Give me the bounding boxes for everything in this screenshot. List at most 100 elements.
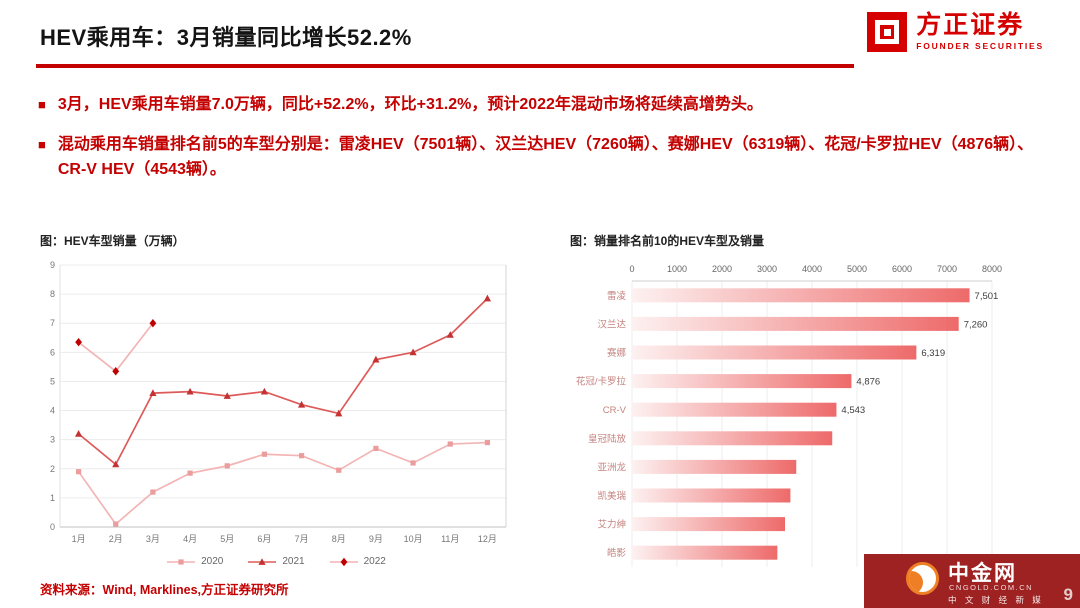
legend-label: 2022 — [363, 556, 386, 567]
bar — [632, 316, 959, 331]
marker-triangle — [297, 400, 306, 408]
watermark-tagline: 中 文 财 经 新 媒 — [948, 595, 1044, 605]
svg-text:1000: 1000 — [667, 264, 687, 274]
svg-text:1: 1 — [50, 493, 55, 503]
svg-text:2月: 2月 — [109, 534, 123, 544]
brand-name: 方正证券 — [916, 11, 1025, 39]
marker-square — [178, 558, 184, 565]
marker-square — [113, 521, 119, 527]
line-chart-title: 图：HEV车型销量（万辆） — [40, 234, 185, 248]
summary-bullets: ■ 3月，HEV乘用车销量7.0万辆，同比+52.2%，环比+31.2%，预计2… — [38, 92, 1046, 197]
svg-text:7: 7 — [50, 318, 55, 328]
bar — [632, 459, 797, 474]
svg-text:8: 8 — [50, 289, 55, 299]
svg-text:皇冠陆放: 皇冠陆放 — [588, 433, 627, 445]
line-chart-svg: 0 1 2 3 4 5 6 7 8 9 1月 2月 3月 4月 5月 6月 7月 8月 9月 10月 11月 12月 — [50, 260, 507, 544]
bullet-marker: ■ — [38, 137, 46, 152]
bar-value-label: 4,543 — [841, 405, 865, 416]
svg-text:雷凌: 雷凌 — [607, 290, 627, 302]
marker-triangle — [372, 355, 380, 363]
bar — [632, 288, 970, 303]
svg-text:4000: 4000 — [802, 264, 822, 274]
svg-text:0: 0 — [50, 522, 55, 532]
bar — [632, 545, 778, 560]
svg-text:9月: 9月 — [369, 534, 383, 544]
svg-text:8000: 8000 — [982, 264, 1002, 274]
hev-monthly-sales-line-chart: 0 1 2 3 4 5 6 7 8 9 1月 2月 3月 4月 5月 6月 7月 8月 9月 10月 11月 12月 — [36, 257, 516, 554]
svg-text:12月: 12月 — [478, 534, 497, 544]
data-source: 资料来源：Wind, Marklines,方正证券研究所 — [40, 583, 289, 597]
bullet-point-1: ■ 3月，HEV乘用车销量7.0万辆，同比+52.2%，环比+31.2%，预计2… — [38, 92, 1046, 117]
bar-chart-title: 图：销量排名前10的HEV车型及销量 — [570, 234, 765, 248]
svg-text:皓影: 皓影 — [607, 547, 627, 559]
marker-triangle — [409, 348, 417, 356]
marker-triangle — [446, 331, 454, 338]
marker-square — [410, 460, 416, 466]
marker-square — [484, 439, 491, 446]
series-2021 — [78, 297, 489, 466]
bar-value-label: 7,260 — [964, 319, 988, 330]
legend-item-2022: 2022 — [329, 556, 386, 567]
bar-chart-panel: 图：销量排名前10的HEV车型及销量 0 1000 2000 3000 4000 5000… — [566, 232, 1036, 580]
svg-text:6月: 6月 — [257, 534, 271, 544]
svg-text:6000: 6000 — [892, 264, 912, 274]
bullet-text: 3月，HEV乘用车销量7.0万辆，同比+52.2%，环比+31.2%，预计202… — [57, 96, 763, 113]
marker-square — [224, 463, 230, 469]
marker-triangle — [186, 387, 194, 395]
marker-square — [298, 453, 305, 459]
brand-text: 方正证券 FOUNDER SECURITIES — [916, 11, 1044, 52]
svg-text:6: 6 — [50, 347, 55, 357]
svg-text:3000: 3000 — [757, 264, 777, 274]
svg-text:凯美瑞: 凯美瑞 — [597, 490, 626, 502]
svg-text:赛娜: 赛娜 — [607, 347, 627, 359]
marker-diamond — [340, 557, 348, 566]
legend-item-2021: 2021 — [247, 556, 305, 567]
marker-square — [187, 470, 193, 476]
page-title: HEV乘用车：3月销量同比增长52.2% — [40, 25, 412, 50]
bullet-text: 混动乘用车销量排名前5的车型分别是：雷凌HEV（7501辆）、汉兰达HEV（72… — [57, 136, 1034, 178]
bar — [632, 431, 833, 446]
marker-triangle — [223, 392, 231, 399]
bar-value-label: 6,319 — [921, 348, 945, 359]
svg-text:5000: 5000 — [847, 264, 867, 274]
svg-text:9: 9 — [50, 260, 55, 270]
bar — [632, 374, 852, 389]
bar — [632, 488, 791, 503]
bullet-marker: ■ — [38, 97, 46, 112]
marker-triangle — [335, 409, 343, 417]
svg-text:5: 5 — [50, 376, 55, 386]
svg-text:汉兰达: 汉兰达 — [597, 318, 626, 330]
marker-diamond — [149, 319, 157, 328]
svg-text:0: 0 — [629, 264, 634, 274]
svg-text:亚洲龙: 亚洲龙 — [597, 461, 626, 473]
svg-text:8月: 8月 — [332, 534, 346, 544]
marker-triangle — [74, 430, 83, 437]
cngold-watermark: 中金网 CNGOLD.COM.CN 中 文 财 经 新 媒 9 — [864, 554, 1080, 608]
series-2020 — [77, 441, 488, 526]
series-2022 — [78, 322, 154, 373]
svg-text:7月: 7月 — [295, 534, 309, 544]
svg-text:4: 4 — [50, 406, 55, 416]
legend-label: 2021 — [282, 556, 305, 567]
legend-label: 2020 — [201, 556, 224, 567]
marker-square — [75, 469, 82, 475]
bar — [632, 402, 837, 417]
marker-square — [447, 441, 453, 447]
founder-securities-logo: 方正证券 FOUNDER SECURITIES — [867, 12, 1044, 52]
marker-square — [150, 489, 156, 495]
svg-text:1月: 1月 — [72, 534, 86, 544]
marker-triangle — [260, 387, 269, 395]
hev-top10-models-bar-chart: 0 1000 2000 3000 4000 5000 6000 7000 8000 雷凌 7,501… — [566, 257, 1036, 580]
svg-text:花冠/卡罗拉: 花冠/卡罗拉 — [576, 376, 627, 388]
legend-marker — [329, 557, 358, 566]
svg-text:4月: 4月 — [183, 534, 197, 544]
marker-square — [336, 467, 342, 473]
svg-text:2: 2 — [50, 464, 55, 474]
svg-text:2000: 2000 — [712, 264, 732, 274]
svg-text:11月: 11月 — [441, 534, 459, 544]
svg-text:CR-V: CR-V — [603, 405, 627, 416]
bar-value-label: 4,876 — [856, 377, 880, 388]
line-chart-panel: 图：HEV车型销量（万辆） 0 1 2 3 4 5 6 7 8 9 1月 2月 3月 4月 5月 6月 7月 8月… — [36, 232, 516, 580]
marker-triangle — [112, 460, 120, 468]
